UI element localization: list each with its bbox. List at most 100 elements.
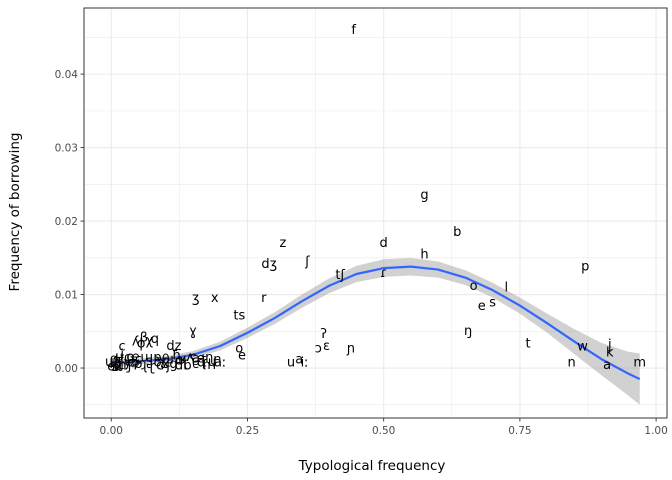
panel-frame [83,7,668,419]
data-point-label: u [287,356,295,371]
x-tick-label: 0.25 [236,425,259,437]
data-point-label: ʀ [114,359,122,374]
data-point-label: ɔ [315,342,322,357]
y-tick-label: 0.03 [55,142,78,154]
data-point-label: ɨ [120,348,124,363]
data-point-label: ʂ [146,354,153,369]
y-tick-label: 0.04 [55,69,79,81]
data-point-label: ɸ [137,337,146,352]
x-axis-title: Typological frequency [298,458,446,474]
y-tick-label: 0.02 [55,216,78,228]
data-point-label: ɲ [212,353,221,368]
data-point-label: a [603,358,611,373]
data-point-label: ɣ [189,324,197,339]
data-point-label: ɓ [183,359,191,374]
data-point-label: ʒ [192,291,200,306]
data-point-label: ɤ [162,357,170,372]
data-point-label: ɟ [117,354,122,369]
axis-titles: Typological frequency Frequency of borro… [7,133,445,474]
data-point-label: ɻ [141,359,147,374]
data-point-label: ɵ [107,359,115,374]
data-point-label: ɢ [156,359,164,374]
data-point-label: ɮ [109,357,118,372]
y-axis-title: Frequency of borrowing [7,133,23,292]
data-point-label: r [261,291,267,306]
data-point-label: θ [162,353,170,368]
y-tick-label: 0.00 [55,363,78,375]
data-point-label: ɒ [153,351,161,366]
data-point-label: aː [214,356,226,371]
data-point-label: o [235,342,243,357]
data-point-label: ɰ [105,355,118,370]
data-point-label: ɥ [208,355,216,370]
data-point-label: ɹ [168,353,173,368]
data-point-label: f [351,23,356,38]
data-point-label: ʑ [130,356,137,371]
data-point-label: ts [233,309,245,324]
smooth-line [111,265,641,381]
data-point-label: ħ [172,348,181,363]
data-point-label: iː [301,356,309,371]
data-point-label: β [140,331,148,346]
data-point-label: ð [154,356,162,371]
data-point-label: ʙ [112,360,120,375]
data-point-label: ʕ [190,353,197,368]
data-point-label: e [478,299,486,314]
data-point-label: ɽ [149,359,155,374]
data-point-label: ɱ [119,359,132,374]
data-point-label: dz [166,339,181,354]
data-point-label: ɯ [140,351,153,366]
x-tick-label: 0.50 [372,425,395,437]
data-point-label: w [577,339,588,354]
axis-tick-labels: 0.00 0.25 0.50 0.75 1.00 0.00 0.01 0.02 0.03 0.04 [55,69,668,437]
data-point-label: q [151,332,159,347]
data-point-label: k [606,345,614,360]
data-point-label: g [420,188,428,203]
data-point-label: ʔ [320,327,327,342]
data-point-label: b [453,225,461,240]
data-point-label: ɬ [114,353,120,368]
x-tick-label: 1.00 [644,425,667,437]
data-point-label: o [470,279,478,294]
data-point-label: m [633,356,646,371]
data-point-label: ɦ [202,358,210,373]
data-point-label: ɖ [197,356,206,371]
data-point-label: ʋ [126,353,134,368]
data-point-label: ʎ [132,334,140,349]
data-point-label: ʁ [178,353,186,368]
data-point-label: ɭ [183,356,187,371]
data-point-label: p [581,259,589,274]
data-point-label: ɘ [110,352,118,367]
data-point-label: t [526,337,531,352]
y-tick-label: 0.01 [55,289,78,301]
data-point-label: c [119,339,126,354]
data-point-label: ɾ [380,266,387,281]
data-point-label: ɕ [135,353,142,368]
data-point-label: ʔ [132,359,139,374]
data-point-label: l [504,281,508,296]
data-point-label: ɣ [159,354,167,369]
data-point-label: s [489,295,496,310]
data-point-label: ɐ [192,357,200,372]
data-point-label: ɗ [175,359,185,374]
data-point-label: n [568,356,576,371]
data-point-label: ɠ [169,357,179,372]
confidence-band [111,257,640,405]
data-point-label: œ [126,350,139,365]
x-tick-label: 0.75 [508,425,531,437]
data-point-label: e [238,348,246,363]
data-point-label: y [124,356,132,371]
data-point-label: h [420,248,428,263]
data-point-label: ɑ [175,353,183,368]
data-point-label: ʄ [165,359,171,374]
panel-border [83,7,668,419]
data-point-label: ʝ [118,357,124,372]
data-point-label: j [607,337,612,352]
data-point-label: ʃ [304,254,310,269]
data-point-label: z [279,236,286,251]
data-point-label: ŋ [464,324,472,339]
x-tick-label: 0.00 [100,425,123,437]
